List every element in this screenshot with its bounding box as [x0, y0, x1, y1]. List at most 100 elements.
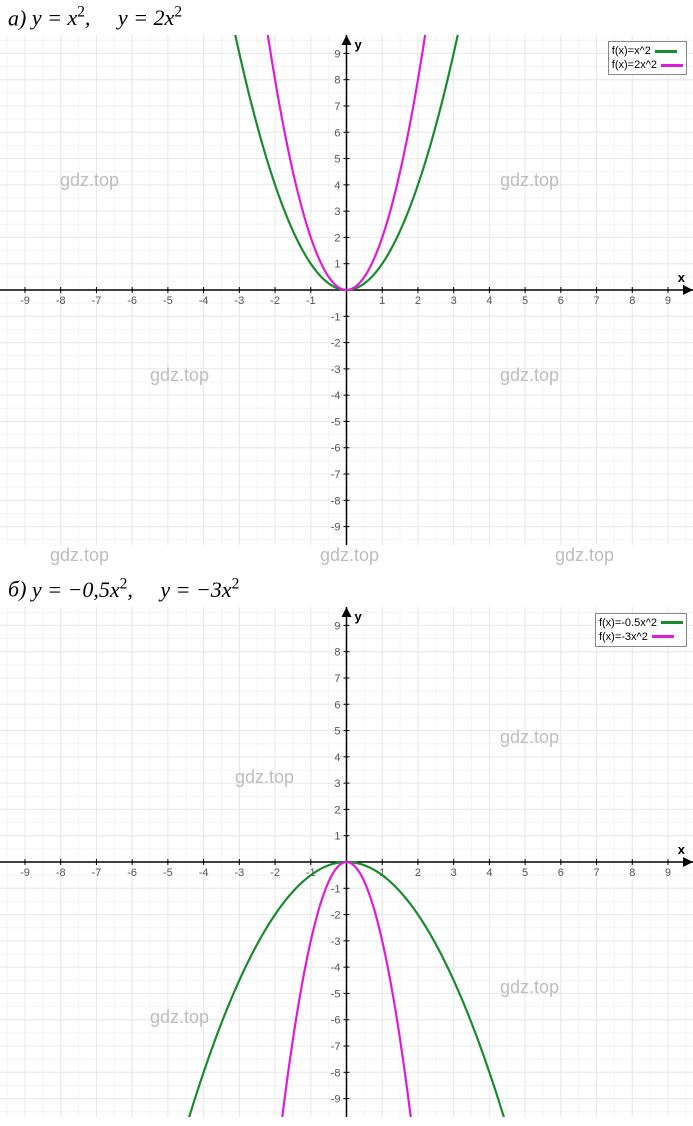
svg-text:2: 2 — [334, 233, 340, 245]
svg-text:3: 3 — [451, 295, 457, 307]
svg-text:-2: -2 — [331, 909, 341, 921]
svg-text:5: 5 — [522, 867, 528, 879]
watermark: gdz.top — [50, 545, 109, 566]
svg-text:5: 5 — [522, 295, 528, 307]
svg-text:4: 4 — [334, 180, 340, 192]
svg-text:y: y — [355, 609, 363, 624]
svg-text:8: 8 — [629, 295, 635, 307]
section-a-prefix: а) — [8, 5, 26, 30]
svg-text:-4: -4 — [331, 962, 341, 974]
svg-text:-5: -5 — [331, 988, 341, 1000]
svg-text:-3: -3 — [234, 867, 244, 879]
svg-text:7: 7 — [334, 673, 340, 685]
svg-text:-3: -3 — [331, 936, 341, 948]
svg-text:4: 4 — [334, 752, 340, 764]
svg-text:3: 3 — [451, 867, 457, 879]
svg-text:-2: -2 — [331, 338, 341, 350]
legend-label: f(x)=-0.5x^2 — [599, 616, 657, 630]
svg-text:y: y — [355, 37, 363, 52]
svg-text:-8: -8 — [331, 1067, 341, 1079]
section-a-eq1: y = x2, — [32, 5, 96, 30]
svg-text:-9: -9 — [20, 295, 30, 307]
svg-text:-7: -7 — [92, 867, 102, 879]
svg-text:7: 7 — [593, 867, 599, 879]
svg-text:-2: -2 — [270, 867, 280, 879]
section-b-prefix: б) — [8, 577, 26, 602]
section-b-eq2: y = −3x2 — [160, 577, 239, 602]
svg-text:7: 7 — [593, 295, 599, 307]
svg-text:6: 6 — [558, 295, 564, 307]
legend-row: f(x)=x^2 — [612, 44, 683, 58]
svg-text:2: 2 — [415, 295, 421, 307]
svg-text:6: 6 — [334, 699, 340, 711]
legend-label: f(x)=2x^2 — [612, 58, 657, 72]
legend-swatch — [661, 64, 683, 67]
legend-row: f(x)=2x^2 — [612, 58, 683, 72]
chart-b-container: -9 -8 -7 -6 -5 -4 -3 -2 -1 1 2 3 4 5 6 7 8 9 -9 -8 -7 -6 -5 -4 -… — [0, 607, 693, 1117]
svg-text:-6: -6 — [331, 1014, 341, 1026]
svg-text:-7: -7 — [92, 295, 102, 307]
svg-text:7: 7 — [334, 101, 340, 113]
svg-text:-6: -6 — [127, 867, 137, 879]
legend-swatch — [661, 621, 683, 624]
section-b-eq1: y = −0,5x2, — [32, 577, 138, 602]
svg-text:x: x — [678, 842, 686, 857]
chart-b-svg: -9 -8 -7 -6 -5 -4 -3 -2 -1 1 2 3 4 5 6 7 8 9 -9 -8 -7 -6 -5 -4 -… — [0, 607, 693, 1117]
svg-text:-5: -5 — [163, 867, 173, 879]
svg-text:-6: -6 — [331, 443, 341, 455]
svg-text:-3: -3 — [331, 364, 341, 376]
svg-text:3: 3 — [334, 206, 340, 218]
section-b-label: б) y = −0,5x2, y = −3x2 — [0, 571, 693, 606]
svg-text:1: 1 — [334, 830, 340, 842]
svg-text:-9: -9 — [20, 867, 30, 879]
watermark: gdz.top — [320, 545, 379, 566]
svg-text:-8: -8 — [56, 295, 66, 307]
svg-text:-9: -9 — [331, 1093, 341, 1105]
svg-text:-5: -5 — [331, 417, 341, 429]
svg-text:-7: -7 — [331, 1041, 341, 1053]
svg-text:-6: -6 — [127, 295, 137, 307]
chart-a-svg: -9-8-7-6-5-4-3-2-1123456789-9-8-7-6-5-4-… — [0, 35, 693, 545]
legend-label: f(x)=x^2 — [612, 44, 651, 58]
svg-text:4: 4 — [486, 867, 492, 879]
svg-text:-3: -3 — [234, 295, 244, 307]
svg-text:1: 1 — [334, 259, 340, 271]
svg-text:1: 1 — [379, 295, 385, 307]
svg-text:-1: -1 — [331, 883, 341, 895]
svg-text:9: 9 — [665, 867, 671, 879]
svg-text:9: 9 — [334, 49, 340, 61]
svg-text:6: 6 — [334, 128, 340, 140]
svg-text:6: 6 — [558, 867, 564, 879]
svg-text:-4: -4 — [199, 295, 209, 307]
chart-a-container: -9-8-7-6-5-4-3-2-1123456789-9-8-7-6-5-4-… — [0, 35, 693, 545]
svg-text:9: 9 — [334, 620, 340, 632]
svg-text:9: 9 — [665, 295, 671, 307]
svg-text:3: 3 — [334, 778, 340, 790]
chart-a-legend: f(x)=x^2 f(x)=2x^2 — [608, 41, 687, 75]
svg-text:8: 8 — [334, 646, 340, 658]
mid-watermark-row: gdz.top gdz.top gdz.top — [0, 545, 693, 571]
legend-swatch — [652, 635, 674, 638]
chart-b-legend: f(x)=-0.5x^2 f(x)=-3x^2 — [595, 613, 687, 647]
svg-text:5: 5 — [334, 154, 340, 166]
svg-text:x: x — [678, 270, 686, 285]
svg-text:-4: -4 — [331, 390, 341, 402]
section-a-eq2: y = 2x2 — [118, 5, 182, 30]
svg-text:2: 2 — [334, 804, 340, 816]
svg-text:-4: -4 — [199, 867, 209, 879]
svg-text:-2: -2 — [270, 295, 280, 307]
svg-text:5: 5 — [334, 725, 340, 737]
svg-text:-1: -1 — [306, 295, 316, 307]
section-a-label: а) y = x2, y = 2x2 — [0, 0, 693, 35]
watermark: gdz.top — [555, 545, 614, 566]
legend-swatch — [655, 50, 677, 53]
svg-text:-1: -1 — [331, 312, 341, 324]
legend-row: f(x)=-3x^2 — [599, 630, 683, 644]
svg-text:-8: -8 — [56, 867, 66, 879]
svg-text:2: 2 — [415, 867, 421, 879]
svg-text:-7: -7 — [331, 469, 341, 481]
svg-text:-8: -8 — [331, 496, 341, 508]
svg-text:-5: -5 — [163, 295, 173, 307]
svg-text:4: 4 — [486, 295, 492, 307]
legend-label: f(x)=-3x^2 — [599, 630, 648, 644]
